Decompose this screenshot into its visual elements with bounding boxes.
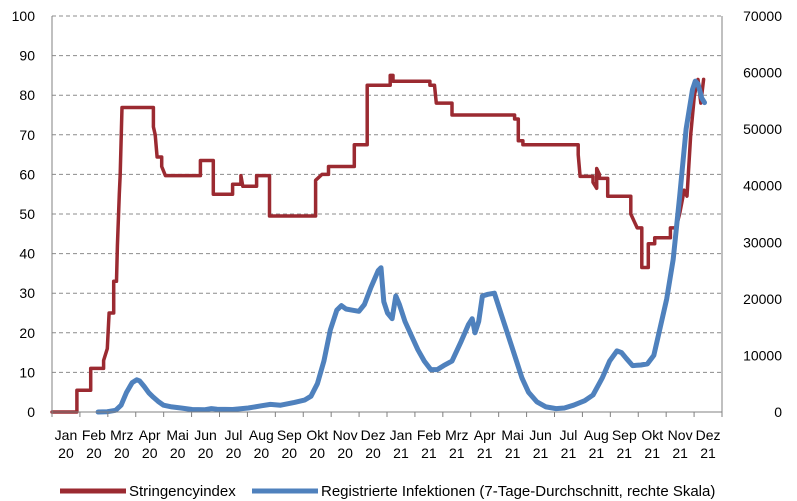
x-axis-tick-label-year: 20 <box>198 445 214 461</box>
x-axis-tick-label-year: 21 <box>449 445 465 461</box>
right-axis-tick-label: 20000 <box>743 291 782 307</box>
x-axis-tick-label-year: 21 <box>505 445 521 461</box>
x-axis-tick-label-month: Mrz <box>445 427 468 443</box>
x-axis-tick-labels: Jan 20 Feb 20 Mrz 20 Apr 20 Mai 20 Jun 20 Jul 20 Aug 20… <box>55 427 721 461</box>
x-axis-tick-label-month: Jul <box>560 427 578 443</box>
left-axis-tick-label: 100 <box>12 8 36 24</box>
grid-lines <box>52 15 722 373</box>
x-axis-tick-label-month: Jun <box>529 427 552 443</box>
x-axis-tick-label-month: Jan <box>390 427 413 443</box>
x-axis-tick-label-year: 20 <box>226 445 242 461</box>
x-axis-tick-label-year: 21 <box>700 445 716 461</box>
x-axis-tick-label-month: Nov <box>668 427 693 443</box>
right-axis-tick-label: 50000 <box>743 121 782 137</box>
x-axis-tick-label-year: 21 <box>421 445 437 461</box>
right-axis-tick-label: 40000 <box>743 178 782 194</box>
right-axis-tick-label: 60000 <box>743 65 782 81</box>
x-axis-tick-label-year: 20 <box>254 445 270 461</box>
x-axis-tick-label-year: 20 <box>365 445 381 461</box>
right-axis-tick-labels: 0 10000 20000 30000 40000 50000 60000 70000 <box>743 8 782 420</box>
x-axis-tick-label-month: Okt <box>641 427 663 443</box>
x-axis-tick-label-year: 21 <box>672 445 688 461</box>
x-axis-tick-label-month: Apr <box>139 427 161 443</box>
series-lines <box>50 73 707 415</box>
x-axis-tick-label-year: 20 <box>86 445 102 461</box>
legend-label-stringency: Stringencyindex <box>129 483 236 500</box>
x-axis-tick-label-year: 21 <box>644 445 660 461</box>
x-axis-tick-label-month: Feb <box>417 427 441 443</box>
left-axis-tick-label: 60 <box>19 166 35 182</box>
x-axis-tick-label-year: 21 <box>561 445 577 461</box>
right-axis-tick-label: 10000 <box>743 347 782 363</box>
left-axis-tick-label: 70 <box>19 127 35 143</box>
x-axis-tick-label-month: Okt <box>306 427 328 443</box>
legend-item-stringency: Stringencyindex <box>60 483 236 500</box>
left-axis-tick-label: 80 <box>19 87 35 103</box>
series-line-stringency <box>50 73 706 414</box>
left-axis-tick-label: 90 <box>19 48 35 64</box>
legend: Stringencyindex Registrierte Infektionen… <box>60 483 715 500</box>
left-axis-tick-labels: 0 10 20 30 40 50 60 70 80 90 100 <box>12 8 36 420</box>
x-axis-tick-label-month: Aug <box>584 427 609 443</box>
x-axis-tick-label-month: Mrz <box>110 427 133 443</box>
axes <box>51 16 723 417</box>
x-axis-tick-label-month: Jan <box>55 427 78 443</box>
x-axis-tick-label-month: Dez <box>361 427 386 443</box>
x-axis-tick-label-year: 20 <box>142 445 158 461</box>
x-axis-tick-label-month: Dez <box>696 427 721 443</box>
left-axis-tick-label: 50 <box>19 206 35 222</box>
right-axis-tick-label: 30000 <box>743 234 782 250</box>
x-axis-tick-label-month: Nov <box>333 427 358 443</box>
legend-label-infections: Registrierte Infektionen (7-Tage-Durchsc… <box>321 483 715 500</box>
x-axis-tick-label-year: 20 <box>337 445 353 461</box>
left-axis-tick-label: 10 <box>19 364 35 380</box>
x-axis-tick-label-year: 20 <box>170 445 186 461</box>
x-axis-tick-label-month: Aug <box>249 427 274 443</box>
x-axis-tick-label-month: Jun <box>194 427 217 443</box>
left-axis-tick-label: 0 <box>27 404 35 420</box>
x-axis-tick-label-year: 21 <box>617 445 633 461</box>
left-axis-tick-label: 40 <box>19 246 35 262</box>
x-axis-tick-label-year: 20 <box>114 445 130 461</box>
left-axis-tick-label: 20 <box>19 325 35 341</box>
x-axis-tick-label-month: Sep <box>612 427 637 443</box>
x-axis-tick-label-month: Mai <box>166 427 189 443</box>
legend-item-infections: Registrierte Infektionen (7-Tage-Durchsc… <box>252 483 715 500</box>
x-axis-tick-label-year: 21 <box>533 445 549 461</box>
left-axis-tick-label: 30 <box>19 285 35 301</box>
series-line-infections <box>95 78 707 415</box>
right-axis-tick-label: 0 <box>774 404 782 420</box>
x-axis-tick-label-year: 21 <box>393 445 409 461</box>
x-axis-tick-label-year: 21 <box>477 445 493 461</box>
x-axis-tick-label-month: Jul <box>225 427 243 443</box>
x-axis-tick-label-year: 20 <box>58 445 74 461</box>
x-axis-tick-label-year: 20 <box>309 445 325 461</box>
x-axis-tick-label-year: 20 <box>282 445 298 461</box>
x-axis-tick-label-month: Sep <box>277 427 302 443</box>
right-axis-tick-label: 70000 <box>743 8 782 24</box>
x-axis-tick-label-month: Mai <box>501 427 524 443</box>
x-axis-tick-label-month: Feb <box>82 427 106 443</box>
x-axis-tick-label-month: Apr <box>474 427 496 443</box>
x-axis-tick-label-year: 21 <box>589 445 605 461</box>
